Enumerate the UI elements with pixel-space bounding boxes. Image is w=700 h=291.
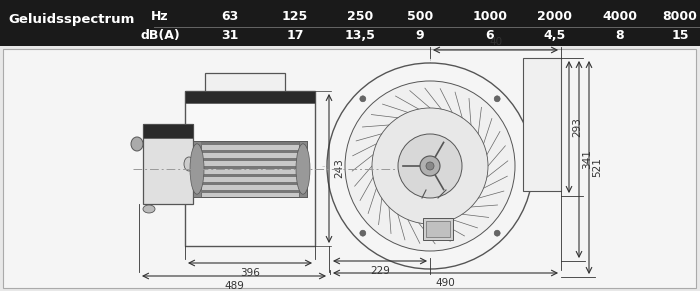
- Circle shape: [426, 162, 434, 170]
- Text: 8000: 8000: [663, 10, 697, 23]
- Bar: [143, 124, 193, 204]
- Circle shape: [345, 81, 515, 251]
- Text: 8: 8: [616, 29, 624, 42]
- Text: 9: 9: [416, 29, 424, 42]
- Bar: [201, 182, 299, 185]
- Text: 341: 341: [582, 150, 592, 169]
- Circle shape: [360, 230, 366, 236]
- Text: 243: 243: [334, 159, 344, 178]
- Bar: [523, 58, 561, 191]
- Bar: [185, 91, 315, 103]
- Ellipse shape: [184, 157, 194, 171]
- Bar: [426, 221, 450, 237]
- Text: dB(A): dB(A): [140, 29, 180, 42]
- Circle shape: [494, 230, 500, 236]
- Text: 125: 125: [282, 10, 308, 23]
- Bar: [201, 191, 299, 193]
- Bar: [201, 159, 299, 161]
- Circle shape: [494, 96, 500, 102]
- Circle shape: [327, 63, 533, 269]
- Bar: [193, 141, 201, 197]
- Text: Geluidsspectrum: Geluidsspectrum: [8, 13, 134, 26]
- Text: 2000: 2000: [538, 10, 573, 23]
- Text: 396: 396: [240, 268, 260, 278]
- Bar: [332, 58, 528, 274]
- Text: 40: 40: [489, 37, 502, 47]
- Text: 500: 500: [407, 10, 433, 23]
- Text: 1000: 1000: [473, 10, 508, 23]
- Text: 13,5: 13,5: [344, 29, 375, 42]
- Circle shape: [360, 96, 366, 102]
- Ellipse shape: [131, 137, 143, 151]
- Text: 15: 15: [671, 29, 689, 42]
- Bar: [201, 175, 299, 177]
- Bar: [423, 218, 453, 240]
- Bar: [193, 141, 307, 197]
- Circle shape: [420, 156, 440, 176]
- Text: 490: 490: [435, 278, 456, 288]
- Ellipse shape: [190, 144, 204, 194]
- Ellipse shape: [143, 205, 155, 213]
- Text: 17: 17: [286, 29, 304, 42]
- Circle shape: [398, 134, 462, 198]
- Text: 521: 521: [592, 157, 602, 178]
- Text: 4000: 4000: [603, 10, 638, 23]
- Text: 489: 489: [224, 281, 244, 291]
- Text: 31: 31: [221, 29, 239, 42]
- Bar: [299, 141, 307, 197]
- Bar: [201, 166, 299, 169]
- Text: 4,5: 4,5: [544, 29, 566, 42]
- Text: 250: 250: [347, 10, 373, 23]
- Bar: [205, 73, 285, 91]
- Text: 229: 229: [370, 266, 390, 276]
- Text: 293: 293: [572, 117, 582, 137]
- Bar: [201, 150, 299, 153]
- Text: 63: 63: [221, 10, 239, 23]
- Circle shape: [372, 108, 488, 224]
- Bar: [185, 91, 315, 246]
- Ellipse shape: [296, 144, 310, 194]
- Text: 6: 6: [486, 29, 494, 42]
- Bar: [143, 124, 193, 138]
- Bar: [201, 143, 299, 145]
- Text: Hz: Hz: [151, 10, 169, 23]
